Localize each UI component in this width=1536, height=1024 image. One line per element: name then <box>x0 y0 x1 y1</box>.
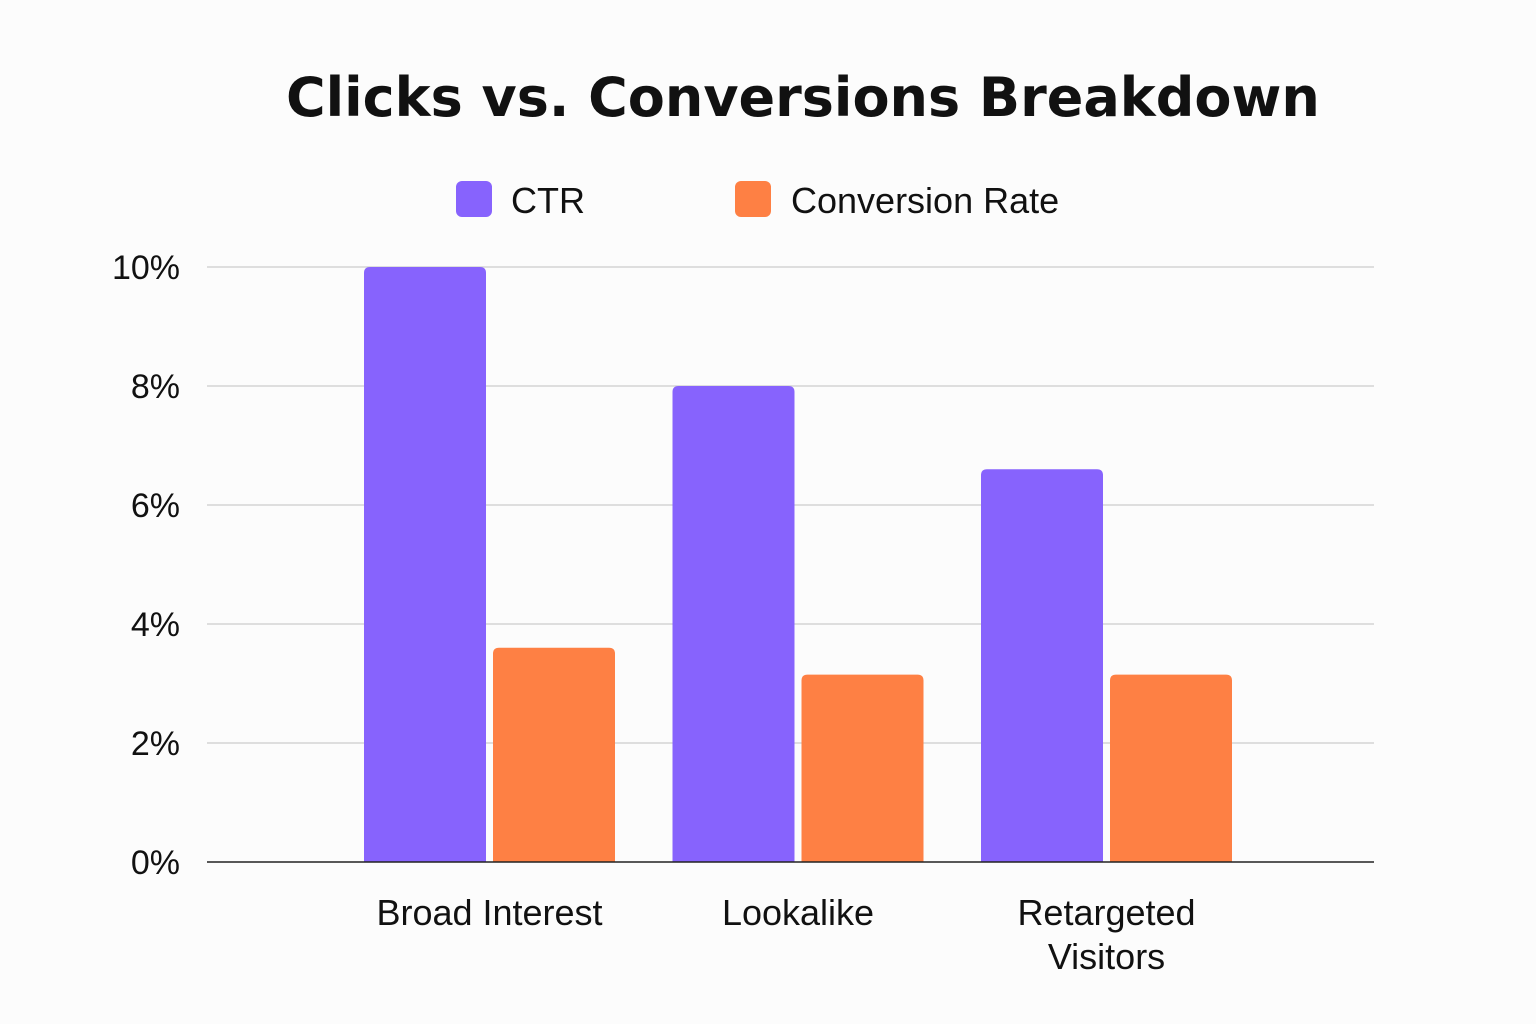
x-axis-labels: Broad Interest Lookalike Retargeted Visitor… <box>376 892 1195 977</box>
legend-label-conversion-rate: Conversion Rate <box>791 180 1059 221</box>
legend: CTR Conversion Rate <box>456 180 1059 221</box>
y-tick-label-6: 6% <box>131 487 180 525</box>
bar-ctr-broad-interest <box>364 267 486 862</box>
y-tick-label-2: 2% <box>131 725 180 763</box>
x-tick-label-broad-interest: Broad Interest <box>376 892 602 933</box>
legend-label-ctr: CTR <box>511 180 585 221</box>
chart-title: Clicks vs. Conversions Breakdown <box>286 66 1320 129</box>
y-tick-label-0: 0% <box>131 844 180 882</box>
y-axis-ticks: 0% 2% 4% 6% 8% 10% <box>112 249 180 882</box>
bars <box>364 267 1232 862</box>
x-tick-label-retargeted-visitors: Retargeted Visitors <box>1017 892 1195 977</box>
bar-conversion-rate-broad-interest <box>493 647 615 862</box>
x-tick-label-lookalike: Lookalike <box>722 892 874 933</box>
legend-swatch-ctr <box>456 181 492 217</box>
y-tick-label-8: 8% <box>131 368 180 406</box>
bar-ctr-retargeted-visitors <box>981 469 1103 862</box>
bar-ctr-lookalike <box>672 386 795 862</box>
bar-conversion-rate-retargeted-visitors <box>1110 674 1232 862</box>
bar-conversion-rate-lookalike <box>801 674 924 862</box>
y-tick-label-4: 4% <box>131 606 180 644</box>
y-tick-label-10: 10% <box>112 249 180 287</box>
legend-swatch-conversion-rate <box>735 181 771 217</box>
